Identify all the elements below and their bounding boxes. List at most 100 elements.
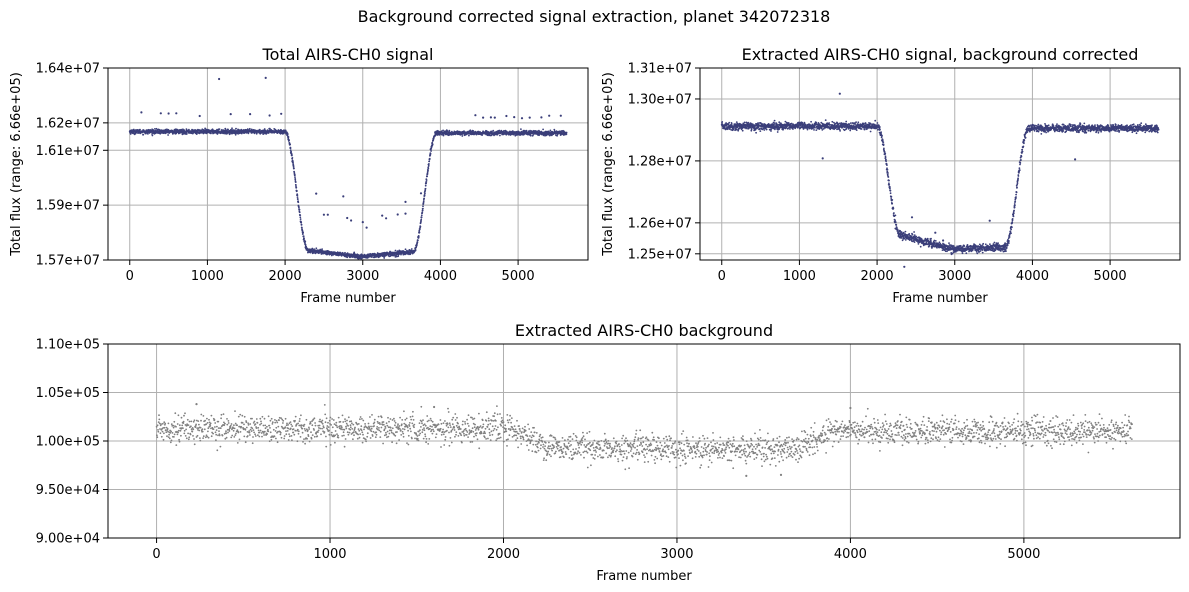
data-point (961, 252, 964, 255)
data-point (416, 241, 419, 244)
data-point (966, 244, 969, 246)
data-point (424, 187, 427, 190)
data-point (227, 128, 230, 131)
data-point (732, 128, 735, 131)
data-point (869, 130, 872, 133)
data-point (1016, 182, 1019, 185)
data-point (778, 121, 781, 124)
data-point (854, 123, 857, 125)
data-point (908, 233, 911, 235)
data-point (886, 164, 888, 167)
data-point (1018, 167, 1021, 170)
outlier-point (365, 226, 368, 229)
data-point (422, 200, 425, 203)
data-point (894, 214, 897, 217)
outlier-point (493, 116, 496, 119)
data-point (417, 236, 420, 238)
data-point (469, 129, 472, 132)
data-point (948, 242, 950, 245)
data-point (888, 179, 890, 182)
data-point (984, 243, 987, 246)
data-point (428, 163, 430, 165)
data-point (1023, 142, 1025, 145)
data-point (759, 130, 762, 133)
outlier-point (264, 76, 267, 79)
data-point (357, 253, 359, 256)
data-point (934, 242, 936, 245)
data-point (201, 128, 204, 131)
data-point (136, 129, 139, 132)
data-point (911, 233, 914, 236)
outlier-point (540, 116, 543, 119)
y-tick-label: 1.61e+07 (36, 144, 100, 159)
data-point (901, 239, 904, 242)
data-point (421, 211, 424, 214)
y-axis-label: Total flux (range: 6.66e+05) (9, 72, 24, 257)
data-point (887, 176, 890, 178)
data-point (1015, 191, 1018, 194)
data-point (1014, 200, 1017, 203)
data-point (877, 128, 879, 131)
data-point (981, 249, 984, 252)
data-point (289, 147, 292, 150)
data-point (395, 255, 398, 258)
data-point (262, 133, 265, 136)
outlier-point (350, 219, 353, 222)
data-point (288, 139, 290, 142)
data-point (565, 131, 568, 134)
data-point (1033, 129, 1036, 132)
data-point (792, 128, 794, 130)
data-point (743, 121, 746, 124)
data-point (304, 240, 307, 243)
outlier-point (385, 217, 388, 220)
data-point (186, 133, 188, 135)
data-point (895, 224, 898, 226)
data-point (468, 134, 470, 137)
data-point (936, 246, 938, 249)
data-point (292, 160, 294, 163)
data-point (1015, 193, 1017, 196)
data-point (801, 121, 804, 124)
data-point (993, 241, 996, 244)
data-point (294, 176, 296, 179)
data-point (887, 172, 889, 174)
data-point (409, 253, 412, 256)
data-point (296, 194, 299, 197)
data-point (139, 128, 141, 131)
data-point (882, 141, 885, 144)
data-point (346, 256, 349, 259)
outlier-point (419, 192, 423, 195)
outlier-point (315, 192, 318, 195)
data-point (224, 127, 227, 130)
y-tick-label: 1.57e+07 (36, 254, 100, 269)
data-point (228, 133, 231, 136)
outlier-point (396, 213, 399, 216)
data-point (1013, 209, 1015, 212)
data-point (1019, 162, 1022, 164)
data-point (442, 129, 444, 132)
data-point (287, 136, 290, 138)
data-point (885, 160, 887, 163)
outlier-point (346, 216, 349, 220)
data-point (815, 121, 818, 124)
data-point (1020, 159, 1022, 161)
y-tick-label: 1.59e+07 (36, 199, 100, 214)
outlier-point (342, 195, 345, 198)
data-point (815, 129, 818, 132)
data-point (1011, 219, 1014, 222)
data-point (289, 143, 291, 146)
data-point (371, 256, 373, 258)
data-point (532, 133, 535, 136)
data-point (299, 216, 302, 219)
data-point (994, 249, 997, 252)
data-point (1016, 186, 1018, 189)
data-point (529, 129, 531, 132)
data-point (965, 252, 968, 255)
data-point (296, 190, 298, 192)
data-point (425, 179, 428, 182)
data-point (1011, 221, 1014, 224)
data-point (289, 149, 292, 152)
outlier-point (280, 112, 283, 115)
data-point (824, 119, 827, 121)
